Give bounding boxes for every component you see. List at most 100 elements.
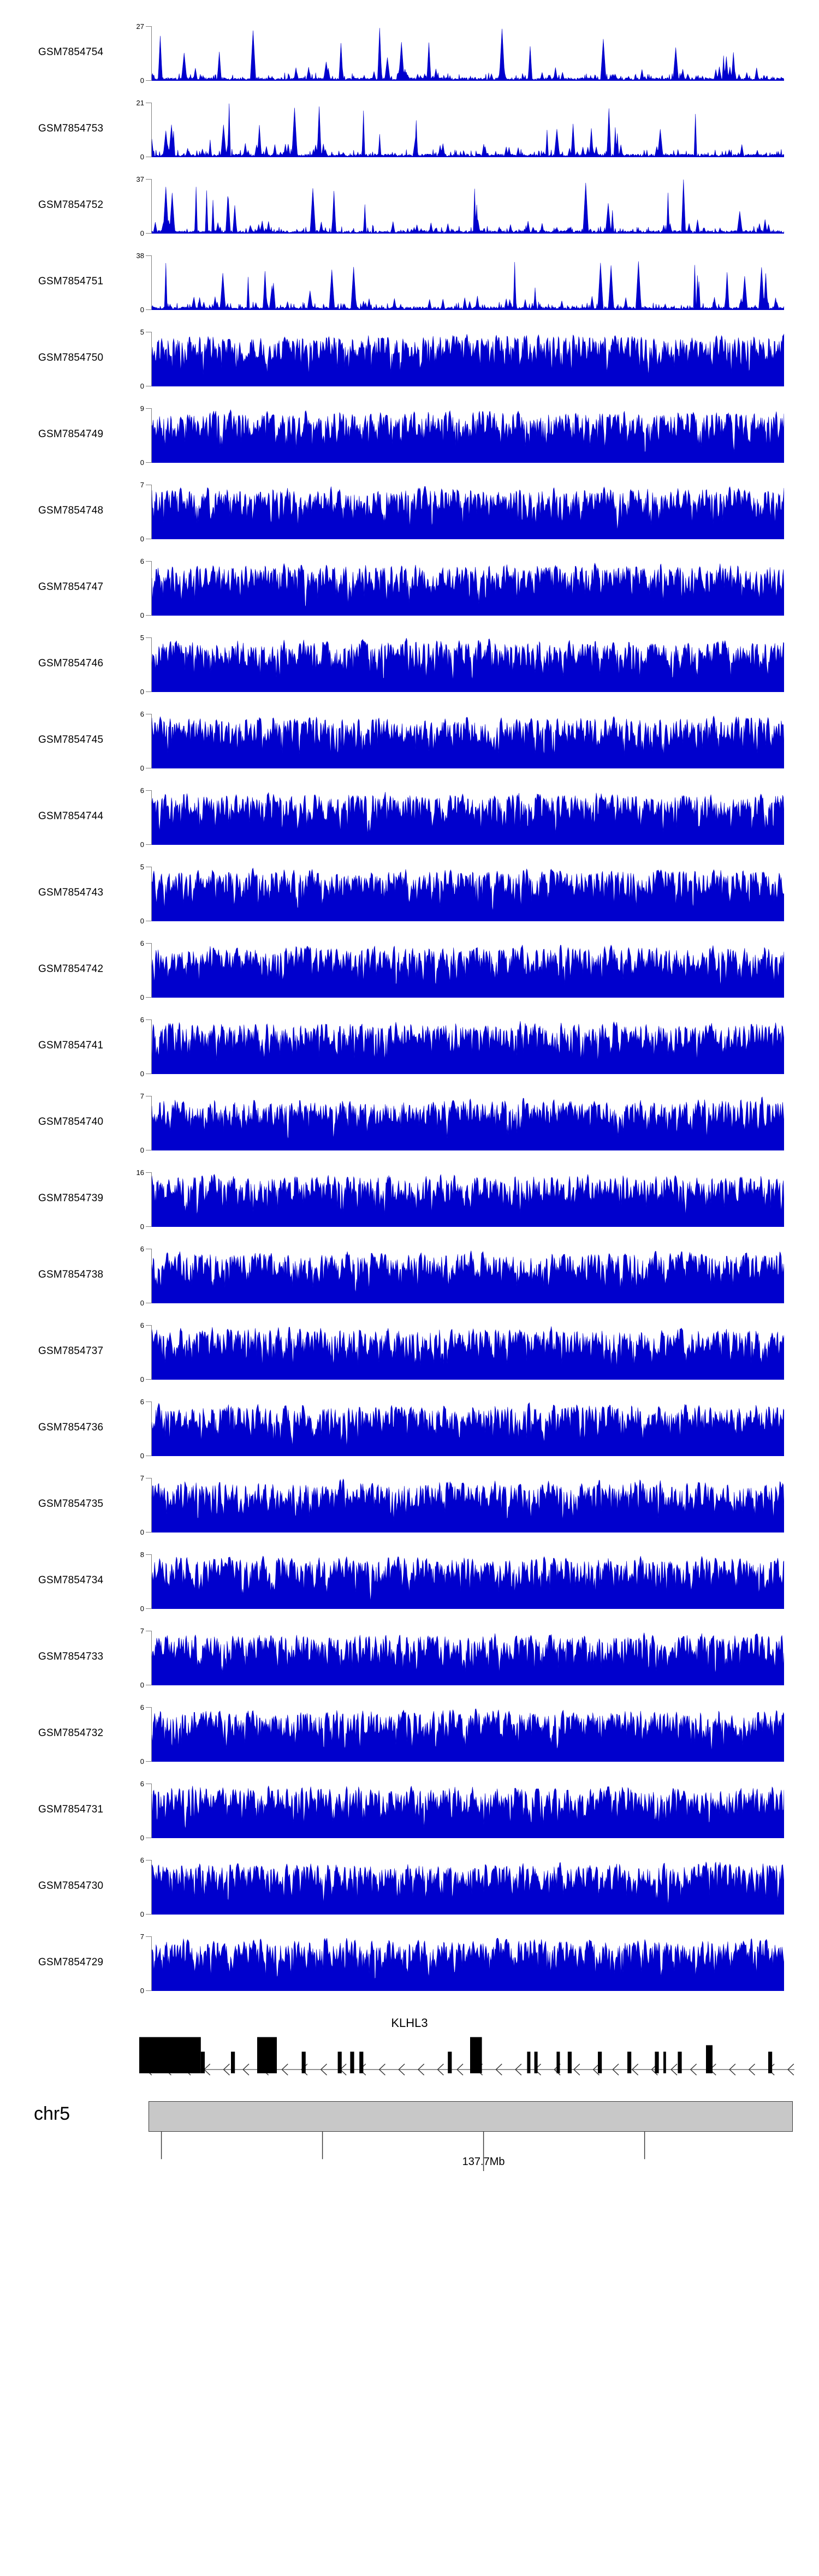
gene-model-diagram bbox=[139, 2035, 794, 2078]
y-axis-tick-max bbox=[146, 790, 152, 791]
coverage-area bbox=[152, 715, 784, 768]
y-axis-min-label: 0 bbox=[140, 1757, 144, 1766]
track-y-axis: 21 0 bbox=[129, 99, 152, 160]
coverage-plot-area[interactable] bbox=[152, 1784, 784, 1838]
gene-exon bbox=[470, 2037, 482, 2073]
gene-exon bbox=[139, 2037, 201, 2073]
track-sample-label: GSM7854745 bbox=[38, 734, 104, 746]
track-sample-label: GSM7854748 bbox=[38, 505, 104, 516]
coverage-track-gsm7854744: GSM7854744 6 0 bbox=[0, 778, 819, 855]
track-sample-label: GSM7854743 bbox=[38, 887, 104, 898]
track-sample-label: GSM7854734 bbox=[38, 1575, 104, 1586]
coverage-plot-area[interactable] bbox=[152, 485, 784, 539]
y-axis-line bbox=[151, 561, 152, 616]
coverage-plot-area[interactable] bbox=[152, 1707, 784, 1762]
y-axis-line bbox=[151, 1860, 152, 1915]
y-axis-max-label: 7 bbox=[140, 1627, 144, 1635]
y-axis-tick-min bbox=[146, 1914, 152, 1915]
track-sample-label: GSM7854739 bbox=[38, 1192, 104, 1204]
coverage-area bbox=[152, 1478, 784, 1533]
y-axis-max-label: 21 bbox=[136, 99, 144, 107]
coverage-plot-area[interactable] bbox=[152, 943, 784, 998]
y-axis-min-label: 0 bbox=[140, 1528, 144, 1536]
coverage-plot-area[interactable] bbox=[152, 332, 784, 386]
coverage-plot-area[interactable] bbox=[152, 714, 784, 768]
coverage-area bbox=[152, 944, 784, 998]
gene-exon bbox=[359, 2052, 364, 2073]
coverage-plot-area[interactable] bbox=[152, 1096, 784, 1150]
y-axis-min-label: 0 bbox=[140, 611, 144, 619]
y-axis-tick-min bbox=[146, 1608, 152, 1609]
coverage-plot-area[interactable] bbox=[152, 255, 784, 310]
y-axis-line bbox=[151, 714, 152, 768]
y-axis-min-label: 0 bbox=[140, 1834, 144, 1842]
track-sample-label: GSM7854746 bbox=[38, 658, 104, 669]
strand-arrow-left-icon bbox=[592, 2064, 600, 2076]
coverage-track-gsm7854737: GSM7854737 6 0 bbox=[0, 1313, 819, 1390]
coverage-track-gsm7854749: GSM7854749 9 0 bbox=[0, 396, 819, 473]
genomic-coordinate-label: 137.7Mb bbox=[462, 2156, 505, 2168]
y-axis-min-label: 0 bbox=[140, 688, 144, 696]
coverage-area bbox=[152, 409, 784, 463]
coverage-plot-area[interactable] bbox=[152, 790, 784, 845]
coverage-track-gsm7854746: GSM7854746 5 0 bbox=[0, 625, 819, 702]
coverage-plot-area[interactable] bbox=[152, 1325, 784, 1380]
coverage-plot-area[interactable] bbox=[152, 1249, 784, 1303]
y-axis-tick-max bbox=[146, 179, 152, 180]
coverage-plot-area[interactable] bbox=[152, 1402, 784, 1456]
y-axis-min-label: 0 bbox=[140, 76, 144, 85]
coverage-track-gsm7854747: GSM7854747 6 0 bbox=[0, 549, 819, 625]
y-axis-max-label: 9 bbox=[140, 404, 144, 413]
coverage-plot-area[interactable] bbox=[152, 103, 784, 157]
strand-arrow-left-icon bbox=[670, 2064, 678, 2076]
strand-arrow-left-icon bbox=[612, 2064, 619, 2076]
coverage-area bbox=[152, 867, 784, 921]
y-axis-max-label: 37 bbox=[136, 175, 144, 183]
y-axis-min-label: 0 bbox=[140, 764, 144, 772]
strand-arrow-left-icon bbox=[631, 2064, 639, 2076]
coverage-area bbox=[152, 1096, 784, 1150]
coverage-plot-area[interactable] bbox=[152, 1936, 784, 1991]
coverage-plot-area[interactable] bbox=[152, 561, 784, 616]
coverage-track-gsm7854742: GSM7854742 6 0 bbox=[0, 931, 819, 1007]
y-axis-min-label: 0 bbox=[140, 1987, 144, 1995]
y-axis-max-label: 8 bbox=[140, 1551, 144, 1559]
coverage-plot-area[interactable] bbox=[152, 1019, 784, 1074]
coverage-plot-area[interactable] bbox=[152, 1631, 784, 1685]
coverage-area bbox=[152, 261, 784, 310]
y-axis-max-label: 7 bbox=[140, 1092, 144, 1100]
chromosome-label: chr5 bbox=[34, 2103, 70, 2124]
y-axis-max-label: 5 bbox=[140, 863, 144, 871]
y-axis-tick-min bbox=[146, 233, 152, 234]
track-sample-label: GSM7854738 bbox=[38, 1269, 104, 1280]
coverage-track-gsm7854741: GSM7854741 6 0 bbox=[0, 1007, 819, 1084]
coverage-plot-area[interactable] bbox=[152, 1860, 784, 1915]
coverage-area bbox=[152, 1862, 784, 1915]
coverage-area bbox=[152, 1708, 784, 1762]
y-axis-max-label: 6 bbox=[140, 1703, 144, 1712]
coverage-track-gsm7854743: GSM7854743 5 0 bbox=[0, 855, 819, 931]
y-axis-max-label: 6 bbox=[140, 710, 144, 718]
y-axis-tick-max bbox=[146, 26, 152, 27]
coverage-plot-area[interactable] bbox=[152, 1172, 784, 1227]
coverage-plot-area[interactable] bbox=[152, 1478, 784, 1533]
coverage-plot-area[interactable] bbox=[152, 1554, 784, 1609]
coverage-track-gsm7854732: GSM7854732 6 0 bbox=[0, 1695, 819, 1772]
coverage-track-gsm7854739: GSM7854739 16 0 bbox=[0, 1160, 819, 1237]
track-sample-label: GSM7854742 bbox=[38, 963, 104, 975]
coverage-plot-area[interactable] bbox=[152, 408, 784, 463]
coverage-plot-area[interactable] bbox=[152, 637, 784, 692]
coverage-plot-area[interactable] bbox=[152, 867, 784, 921]
y-axis-tick-max bbox=[146, 1936, 152, 1937]
coverage-plot-area[interactable] bbox=[152, 179, 784, 234]
coverage-plot-area[interactable] bbox=[152, 26, 784, 81]
y-axis-min-label: 0 bbox=[140, 1452, 144, 1460]
y-axis-line bbox=[151, 943, 152, 998]
track-sample-label: GSM7854736 bbox=[38, 1422, 104, 1433]
